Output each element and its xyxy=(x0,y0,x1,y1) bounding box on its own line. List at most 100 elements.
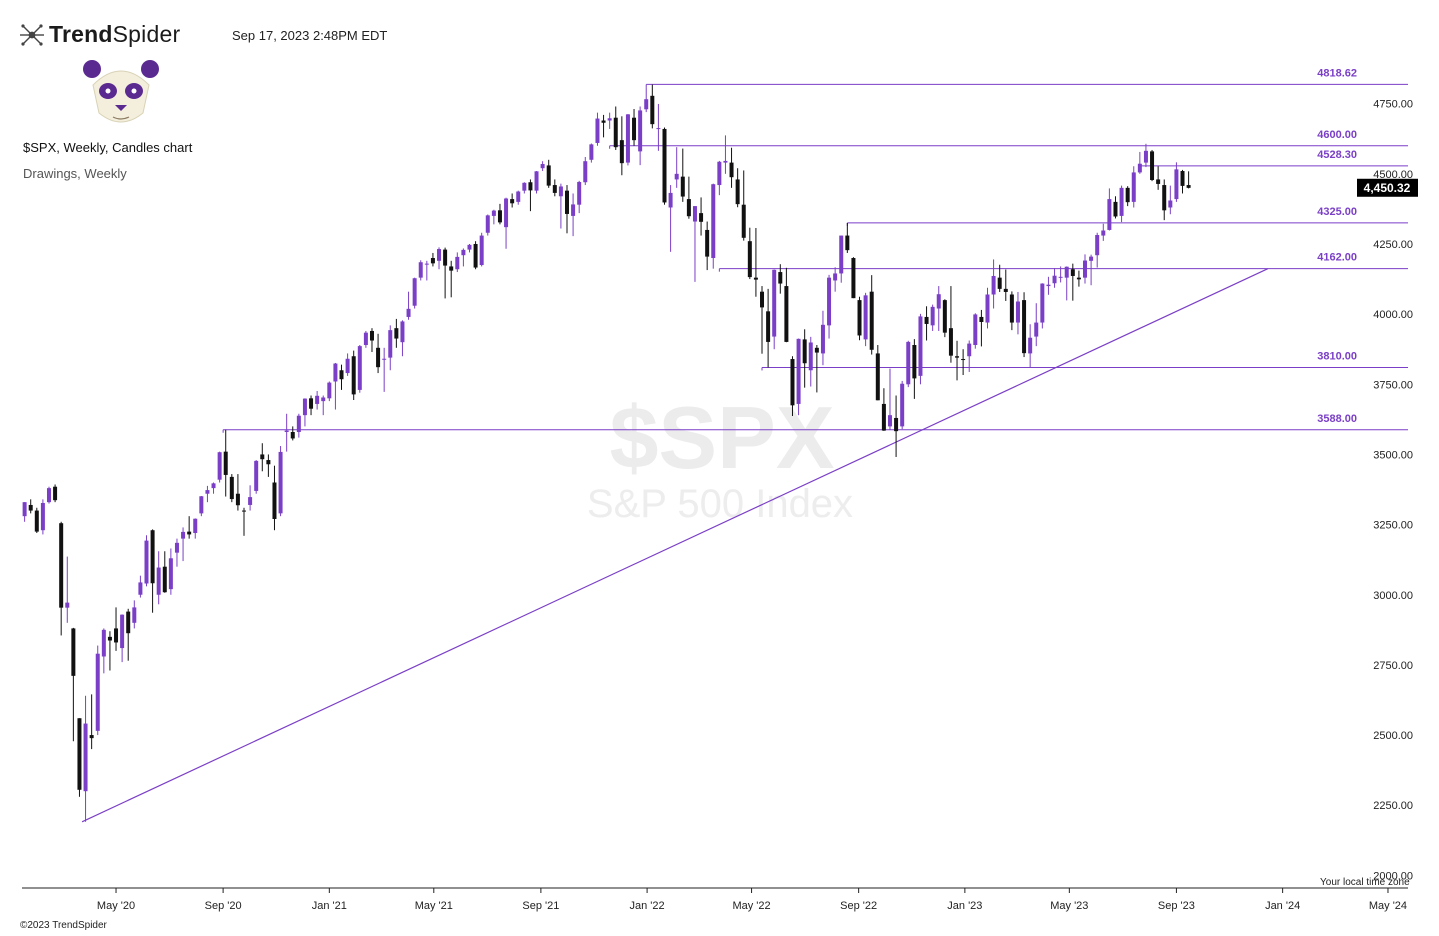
candle-body xyxy=(309,398,314,409)
candle-bullish xyxy=(1174,162,1179,202)
candle-body xyxy=(95,653,100,731)
candle-bullish xyxy=(321,395,326,416)
candle-body xyxy=(339,370,344,380)
candle-bearish xyxy=(150,529,155,613)
candle-bearish xyxy=(114,607,119,651)
candle-body xyxy=(936,294,941,309)
candle-bearish xyxy=(1113,196,1118,219)
candle-body xyxy=(424,263,429,265)
candle-body xyxy=(491,210,496,216)
candle-bullish xyxy=(132,600,137,629)
candle-body xyxy=(967,343,972,357)
chart-timestamp: Sep 17, 2023 2:48PM EDT xyxy=(232,28,388,43)
candle-body xyxy=(729,162,734,178)
y-tick-label: 2000.00 xyxy=(1373,870,1413,882)
candle-body xyxy=(973,314,978,346)
candle-body xyxy=(595,118,600,143)
candle-body xyxy=(34,510,39,532)
candle-body xyxy=(138,582,143,595)
candle-body xyxy=(394,328,399,339)
candle-body xyxy=(357,346,362,390)
candle-body xyxy=(284,430,289,432)
candle-body xyxy=(443,249,448,266)
candle-body xyxy=(83,723,88,792)
candle-body xyxy=(741,204,746,238)
candle-bearish xyxy=(881,388,886,431)
candle-bearish xyxy=(59,521,64,636)
candle-body xyxy=(887,415,892,427)
candle-body xyxy=(863,295,868,340)
candle-body xyxy=(321,397,326,402)
candle-body xyxy=(406,308,411,317)
candle-body xyxy=(540,164,545,169)
trendspider-logo: TrendSpider xyxy=(19,21,180,48)
candle-body xyxy=(638,110,643,152)
chart-watermark: $SPX S&P 500 Index xyxy=(587,388,853,526)
candle-bearish xyxy=(430,252,435,267)
candle-bearish xyxy=(546,159,551,188)
candle-bullish xyxy=(504,197,509,249)
candle-bullish xyxy=(412,277,417,309)
candle-body xyxy=(266,460,271,465)
candle-body xyxy=(924,316,929,324)
candle-body xyxy=(71,628,76,676)
candle-bullish xyxy=(1034,303,1039,347)
candle-body xyxy=(827,277,832,326)
candle-bearish xyxy=(753,227,758,297)
candle-bullish xyxy=(144,535,149,587)
candle-bullish xyxy=(1143,143,1148,168)
candle-bullish xyxy=(595,112,600,146)
candle-body xyxy=(382,358,387,360)
candle-bullish xyxy=(357,345,362,393)
candle-bullish xyxy=(1015,291,1020,335)
x-tick-label: May '24 xyxy=(1369,900,1407,912)
candle-bearish xyxy=(229,474,234,503)
candle-body xyxy=(1003,288,1008,292)
candle-bullish xyxy=(711,183,716,269)
candle-body xyxy=(820,324,825,354)
candle-bearish xyxy=(747,227,752,280)
candle-body xyxy=(1137,163,1142,173)
x-tick-label: May '21 xyxy=(415,900,453,912)
y-tick-label: 4000.00 xyxy=(1373,309,1413,321)
candle-body xyxy=(662,128,667,203)
candle-bearish xyxy=(443,247,448,299)
candle-body xyxy=(1125,187,1130,203)
candle-body xyxy=(1150,151,1155,181)
candle-bearish xyxy=(1070,263,1075,301)
candle-bullish xyxy=(217,451,222,483)
candle-body xyxy=(46,488,51,503)
candle-body xyxy=(833,273,838,281)
candle-bearish xyxy=(242,507,247,536)
panda-avatar-icon xyxy=(83,60,159,123)
candle-bullish xyxy=(668,185,673,252)
candle-body xyxy=(449,266,454,271)
candle-bearish xyxy=(613,106,618,150)
candle-bullish xyxy=(278,446,283,517)
candle-bullish xyxy=(388,325,393,371)
candle-bearish xyxy=(601,114,606,138)
candle-body xyxy=(814,347,819,353)
candle-bullish xyxy=(65,556,70,623)
last-price-tag: 4,450.32 xyxy=(1357,178,1418,197)
candle-bearish xyxy=(942,299,947,338)
candle-body xyxy=(363,332,368,346)
level-label: 4818.62 xyxy=(1317,67,1357,79)
candle-body xyxy=(59,523,64,608)
candle-bearish xyxy=(814,345,819,393)
candle-body xyxy=(1186,185,1191,188)
candle-body xyxy=(705,229,710,257)
x-tick-label: Sep '20 xyxy=(205,900,242,912)
candle-body xyxy=(479,235,484,266)
candle-body xyxy=(497,210,502,223)
candle-bearish xyxy=(1125,186,1130,207)
candle-bullish xyxy=(302,398,307,427)
candle-bullish xyxy=(485,214,490,236)
candle-body xyxy=(1174,169,1179,200)
candle-body xyxy=(345,358,350,374)
candle-bullish xyxy=(571,193,576,237)
candle-bullish xyxy=(936,286,941,331)
candle-bullish xyxy=(193,518,198,539)
candle-bearish xyxy=(857,296,862,341)
